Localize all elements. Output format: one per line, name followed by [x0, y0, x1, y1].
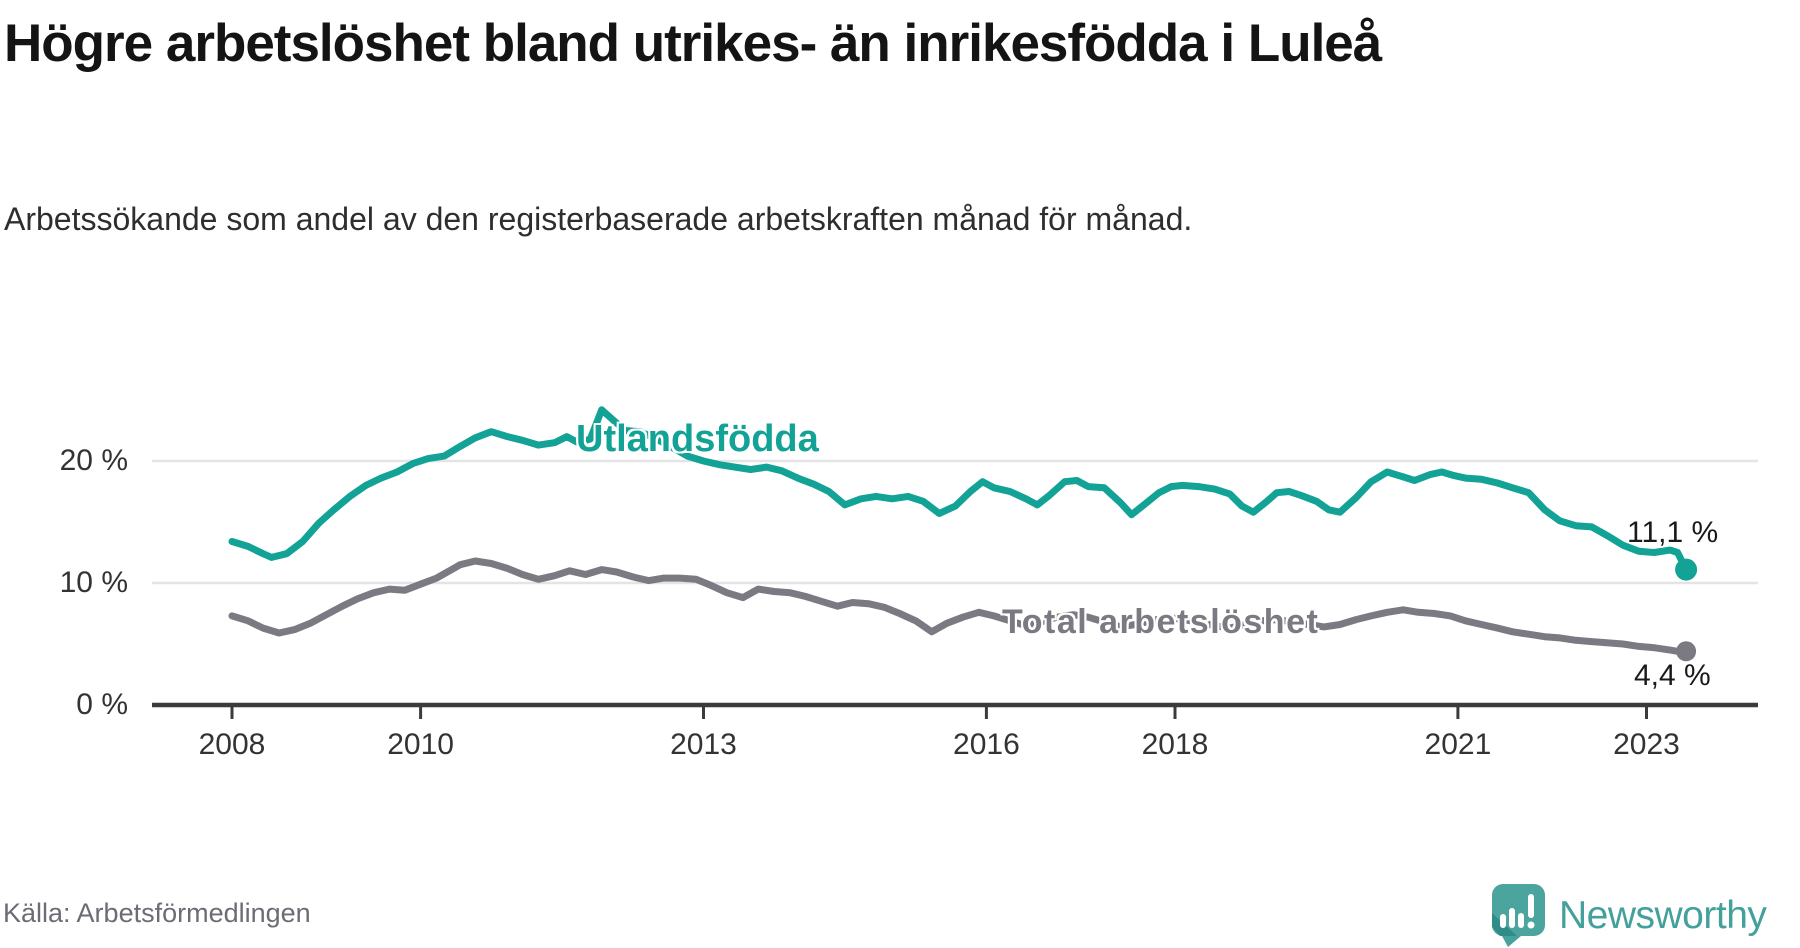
newsworthy-brand: Newsworthy	[1492, 884, 1767, 947]
page-title: Högre arbetslöshet bland utrikes- än inr…	[4, 14, 1382, 73]
series-label-utlandsfodda: Utlandsfödda	[576, 418, 819, 460]
newsworthy-logo-icon	[1492, 884, 1545, 947]
end-value-label-total: 4,4 %	[1634, 659, 1711, 692]
source-note: Källa: Arbetsförmedlingen	[3, 898, 311, 928]
chart-subtitle: Arbetssökande som andel av den registerb…	[4, 201, 1193, 237]
brand-wordmark: Newsworthy	[1559, 893, 1767, 937]
end-value-label-utlandsfodda: 11,1 %	[1627, 516, 1719, 549]
series-label-total-arbetsloshet: Total arbetslöshet	[1002, 603, 1320, 641]
